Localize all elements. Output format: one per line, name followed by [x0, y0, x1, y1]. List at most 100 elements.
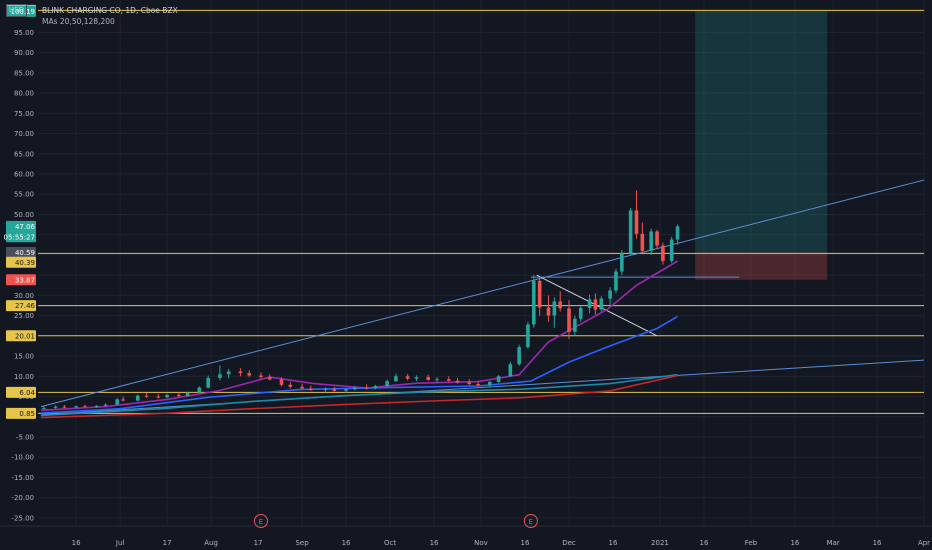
price-label-box	[6, 300, 36, 312]
candle-body	[226, 371, 231, 375]
candle-body	[532, 280, 536, 325]
price-label-text: 100.19	[11, 8, 36, 16]
candle-body	[669, 239, 674, 261]
candle-body	[608, 290, 612, 299]
price-tick-label: 25.00	[14, 312, 34, 320]
moving-averages	[40, 260, 679, 419]
price-tick-label: 60.00	[14, 170, 34, 178]
candle	[614, 268, 618, 294]
indicator-legend[interactable]: MAs 20,50,128,200	[42, 17, 115, 26]
profit-zone[interactable]	[695, 10, 828, 253]
candle	[226, 369, 231, 379]
earnings-marker-circle[interactable]	[523, 514, 538, 528]
candle	[364, 384, 369, 390]
candle-body	[599, 298, 604, 310]
candle	[455, 377, 460, 384]
earnings-marker[interactable]: E	[253, 514, 268, 528]
candle-body	[675, 226, 680, 240]
candle	[247, 370, 252, 378]
candle	[74, 405, 78, 409]
candle-body	[185, 392, 190, 397]
candle	[197, 386, 202, 394]
price-tick-label: 50.00	[14, 211, 34, 219]
candle-body	[655, 231, 659, 246]
time-tick-label: 16	[790, 539, 799, 547]
earnings-marker[interactable]: E	[523, 514, 538, 528]
candle	[587, 294, 592, 314]
candle-body	[344, 389, 348, 391]
earnings-marker-label[interactable]: E	[259, 518, 263, 526]
price-label-text: 47.06	[15, 223, 36, 231]
candle-body	[467, 382, 472, 384]
candle-body	[373, 386, 378, 389]
candle-body	[53, 406, 58, 408]
price-tick-label: -10.00	[11, 454, 34, 462]
candle	[414, 375, 419, 382]
time-tick-label: Aug	[204, 539, 218, 547]
candle-body	[83, 406, 87, 408]
candle-body	[177, 394, 181, 397]
candle-body	[42, 407, 46, 409]
candle	[496, 375, 501, 383]
price-tick-label: -25.00	[11, 514, 34, 522]
candle	[323, 387, 328, 393]
candle-body	[121, 399, 125, 401]
candle-body	[508, 364, 513, 377]
candle	[476, 381, 480, 387]
price-tick-label: 85.00	[14, 69, 34, 77]
candle-body	[62, 406, 67, 408]
price-tick-label: 75.00	[14, 110, 34, 118]
currency-label[interactable]: USD	[6, 4, 27, 17]
price-tick-label: -15.00	[11, 474, 34, 482]
earnings-marker-label[interactable]: E	[529, 518, 533, 526]
price-label-text: 20.01	[15, 332, 35, 340]
candle-body	[300, 386, 304, 389]
candle-body	[364, 387, 369, 389]
time-tick-label: 17	[254, 539, 263, 547]
loss-zone[interactable]	[695, 252, 828, 280]
position-zones[interactable]	[695, 10, 828, 280]
candle-body	[405, 376, 410, 379]
time-tick-label: 17	[163, 539, 172, 547]
trendline[interactable]	[40, 359, 925, 416]
time-tick-label: 2021	[651, 539, 669, 547]
candle-body	[279, 379, 284, 385]
candle-body	[267, 377, 272, 380]
price-label-box	[6, 247, 36, 259]
price-labels: 100.44100.1947.0605:55:2740.5940.3933.87…	[4, 4, 36, 419]
price-label-box	[6, 407, 36, 419]
candle-body	[476, 383, 480, 386]
candle	[599, 296, 604, 312]
candle	[259, 372, 263, 379]
candle-body	[558, 301, 563, 309]
time-tick-label: 16	[521, 539, 530, 547]
candle	[620, 250, 624, 276]
price-tick-label: 80.00	[14, 90, 34, 98]
candle	[300, 383, 304, 390]
time-tick-label: 16	[430, 539, 439, 547]
price-label-box	[6, 5, 36, 17]
time-tick-label: Mar	[826, 539, 839, 547]
time-axis[interactable]: 16 Jul 17 Aug 17 Sep 16 Oct 16 Nov 16 Dec 16 2021 16 Fe…	[72, 539, 930, 547]
trendline[interactable]	[40, 179, 925, 408]
candle	[121, 396, 125, 402]
price-tick-label: 90.00	[14, 49, 34, 57]
candle-body	[206, 377, 210, 388]
candle-body	[353, 387, 357, 390]
time-tick-label: Apr	[918, 539, 930, 547]
candle	[526, 321, 530, 349]
candle-body	[455, 380, 460, 383]
candle-body	[661, 245, 665, 261]
candle	[394, 373, 398, 382]
candle-body	[165, 394, 169, 398]
earnings-marker-circle[interactable]	[253, 514, 268, 528]
candle-body	[156, 396, 161, 398]
price-label-box	[6, 256, 36, 268]
candle	[332, 386, 337, 392]
horizontal-levels[interactable]	[38, 9, 924, 414]
candle	[218, 365, 222, 381]
candle	[593, 293, 598, 315]
price-tick-label: -5.00	[16, 433, 34, 441]
